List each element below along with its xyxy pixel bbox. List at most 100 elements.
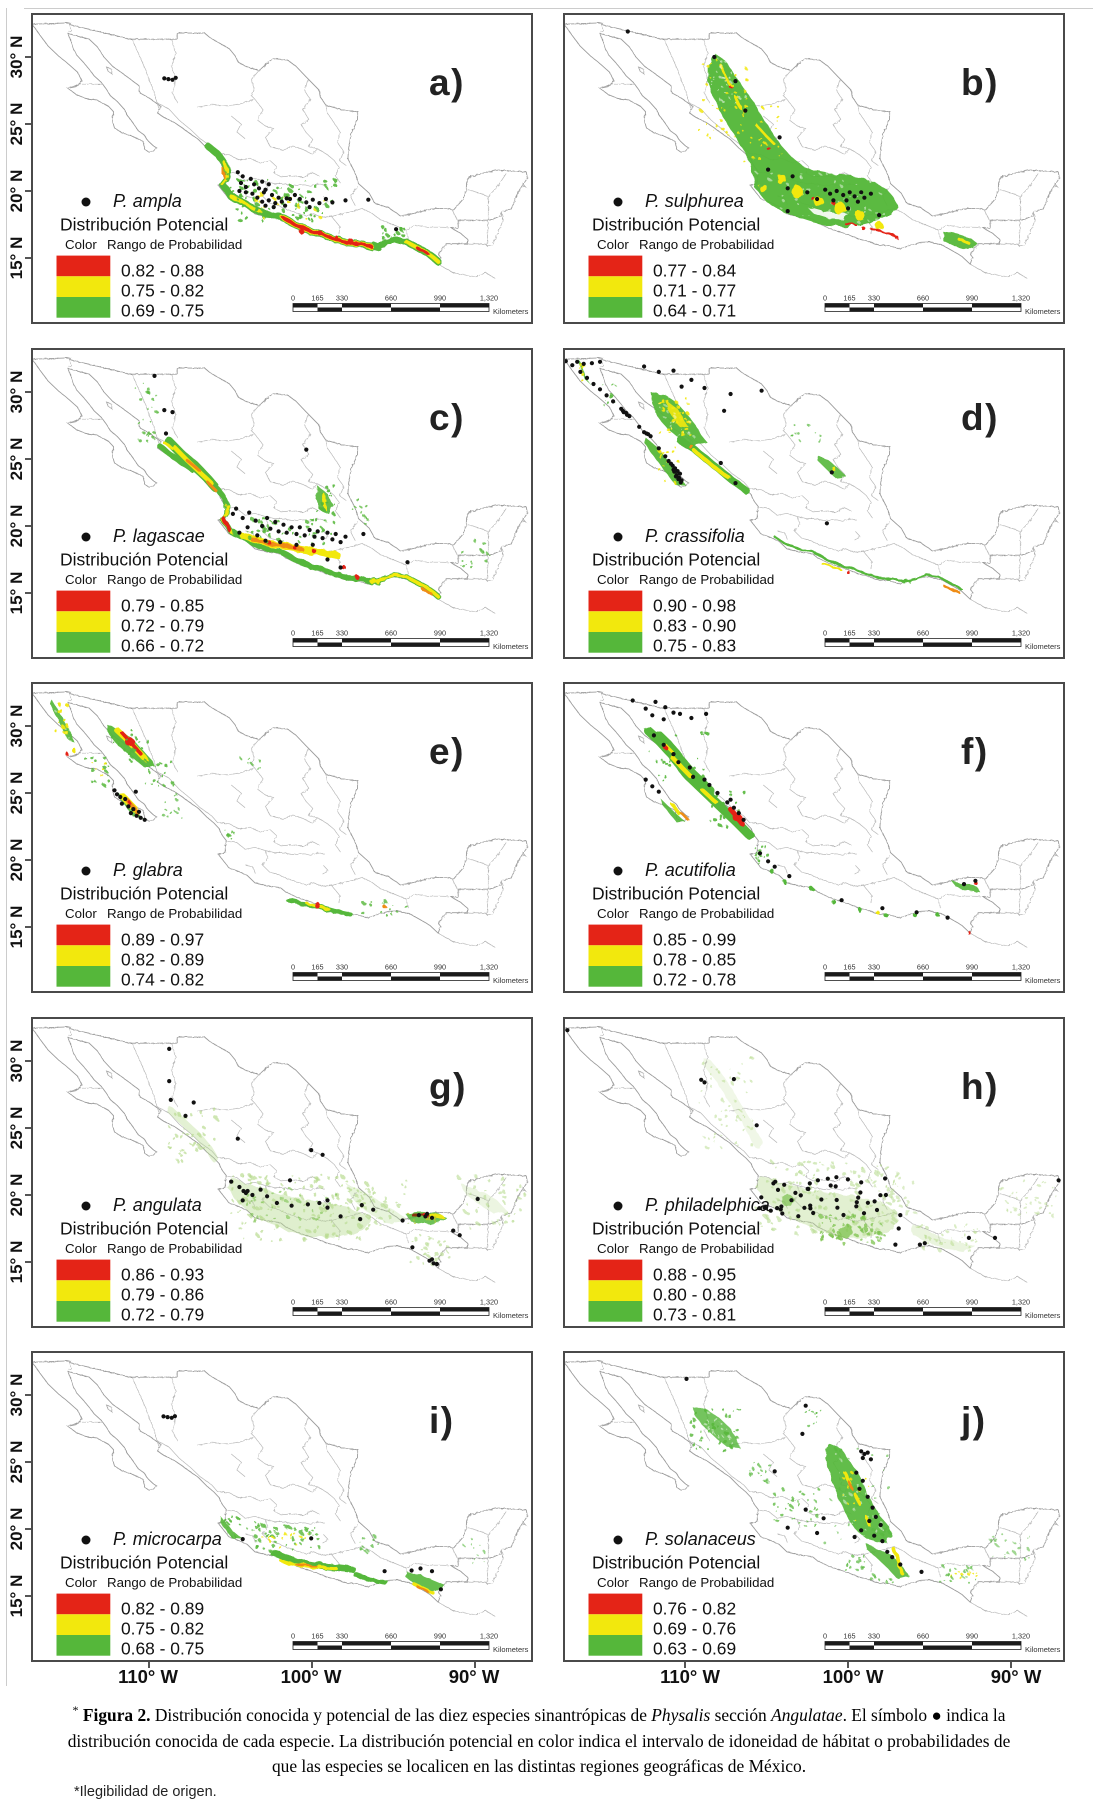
svg-text:0.69 - 0.76: 0.69 - 0.76	[653, 1619, 736, 1639]
svg-text:660: 660	[385, 1632, 397, 1641]
svg-text:0.73 - 0.81: 0.73 - 0.81	[653, 1305, 736, 1325]
svg-text:165: 165	[311, 629, 323, 638]
svg-text:330: 330	[868, 294, 880, 303]
svg-text:0.77 - 0.84: 0.77 - 0.84	[653, 261, 736, 281]
svg-text:c): c)	[429, 397, 465, 438]
svg-text:P. sulphurea: P. sulphurea	[645, 191, 744, 211]
svg-text:Kilometers: Kilometers	[1025, 642, 1061, 651]
svg-text:Distribución Potencial: Distribución Potencial	[60, 884, 228, 904]
svg-text:990: 990	[966, 629, 978, 638]
svg-text:660: 660	[385, 294, 397, 303]
svg-text:0: 0	[291, 1298, 295, 1307]
svg-text:1,320: 1,320	[1012, 1632, 1030, 1641]
svg-text:0.88 - 0.95: 0.88 - 0.95	[653, 1265, 736, 1285]
svg-text:b): b)	[961, 62, 999, 103]
svg-text:Color: Color	[65, 572, 97, 587]
svg-text:Kilometers: Kilometers	[1025, 976, 1061, 985]
svg-text:Color: Color	[597, 906, 629, 921]
svg-text:165: 165	[311, 963, 323, 972]
svg-text:a): a)	[429, 62, 465, 103]
svg-text:d): d)	[961, 397, 999, 438]
svg-text:330: 330	[868, 1298, 880, 1307]
svg-text:0.79 - 0.85: 0.79 - 0.85	[121, 596, 204, 616]
svg-text:0.74 - 0.82: 0.74 - 0.82	[121, 970, 204, 990]
svg-text:660: 660	[385, 1298, 397, 1307]
svg-text:Kilometers: Kilometers	[1025, 1645, 1061, 1654]
svg-text:0.75 - 0.82: 0.75 - 0.82	[121, 281, 204, 301]
svg-text:j): j)	[960, 1400, 987, 1441]
svg-text:Distribución Potencial: Distribución Potencial	[592, 1553, 760, 1573]
svg-text:1,320: 1,320	[480, 1632, 498, 1641]
svg-text:P. ampla: P. ampla	[113, 191, 182, 211]
svg-text:0: 0	[291, 963, 295, 972]
svg-text:990: 990	[966, 294, 978, 303]
svg-text:Distribución Potencial: Distribución Potencial	[60, 1553, 228, 1573]
svg-text:990: 990	[966, 1298, 978, 1307]
svg-text:0: 0	[823, 1632, 827, 1641]
svg-text:660: 660	[917, 294, 929, 303]
svg-text:Kilometers: Kilometers	[493, 307, 529, 316]
svg-text:Rango de Probabilidad: Rango de Probabilidad	[639, 1241, 774, 1256]
svg-text:P. lagascae: P. lagascae	[113, 526, 205, 546]
svg-text:165: 165	[843, 294, 855, 303]
svg-text:0.71 - 0.77: 0.71 - 0.77	[653, 281, 736, 301]
svg-text:0.78 - 0.85: 0.78 - 0.85	[653, 950, 736, 970]
svg-text:330: 330	[336, 963, 348, 972]
svg-text:1,320: 1,320	[480, 294, 498, 303]
svg-text:Distribución Potencial: Distribución Potencial	[60, 1219, 228, 1239]
svg-text:1,320: 1,320	[1012, 294, 1030, 303]
svg-text:660: 660	[917, 1632, 929, 1641]
svg-text:1,320: 1,320	[1012, 963, 1030, 972]
svg-text:0: 0	[823, 1298, 827, 1307]
svg-text:660: 660	[385, 629, 397, 638]
svg-text:330: 330	[336, 1632, 348, 1641]
svg-text:0.64 - 0.71: 0.64 - 0.71	[653, 301, 736, 321]
svg-text:0.68 - 0.75: 0.68 - 0.75	[121, 1639, 204, 1659]
svg-text:0.76 - 0.82: 0.76 - 0.82	[653, 1599, 736, 1619]
svg-text:Color: Color	[597, 572, 629, 587]
svg-text:P. philadelphica: P. philadelphica	[645, 1195, 770, 1215]
svg-text:0.72 - 0.78: 0.72 - 0.78	[653, 970, 736, 990]
svg-text:1,320: 1,320	[480, 629, 498, 638]
svg-text:P. crassifolia: P. crassifolia	[645, 526, 745, 546]
svg-text:P. acutifolia: P. acutifolia	[645, 860, 736, 880]
svg-text:Rango de Probabilidad: Rango de Probabilidad	[639, 1575, 774, 1590]
svg-text:165: 165	[843, 1298, 855, 1307]
svg-text:1,320: 1,320	[480, 963, 498, 972]
svg-text:990: 990	[434, 1632, 446, 1641]
svg-text:Kilometers: Kilometers	[493, 976, 529, 985]
svg-text:e): e)	[429, 731, 465, 772]
svg-text:330: 330	[868, 1632, 880, 1641]
svg-text:Rango de Probabilidad: Rango de Probabilidad	[639, 237, 774, 252]
svg-text:P. solanaceus: P. solanaceus	[645, 1529, 756, 1549]
svg-text:Rango de Probabilidad: Rango de Probabilidad	[639, 906, 774, 921]
svg-text:330: 330	[868, 963, 880, 972]
svg-text:Kilometers: Kilometers	[1025, 1311, 1061, 1320]
svg-text:0.83 - 0.90: 0.83 - 0.90	[653, 616, 736, 636]
svg-text:Color: Color	[597, 237, 629, 252]
svg-text:0: 0	[291, 294, 295, 303]
svg-text:0.85 - 0.99: 0.85 - 0.99	[653, 930, 736, 950]
svg-text:P. microcarpa: P. microcarpa	[113, 1529, 222, 1549]
svg-text:Distribución Potencial: Distribución Potencial	[592, 884, 760, 904]
svg-text:0.90 - 0.98: 0.90 - 0.98	[653, 596, 736, 616]
svg-text:Kilometers: Kilometers	[493, 642, 529, 651]
svg-text:Distribución Potencial: Distribución Potencial	[60, 550, 228, 570]
svg-text:1,320: 1,320	[1012, 629, 1030, 638]
svg-text:0.63 - 0.69: 0.63 - 0.69	[653, 1639, 736, 1659]
svg-text:990: 990	[966, 963, 978, 972]
svg-text:Distribución Potencial: Distribución Potencial	[592, 550, 760, 570]
svg-text:0.75 - 0.82: 0.75 - 0.82	[121, 1619, 204, 1639]
svg-text:0.69 - 0.75: 0.69 - 0.75	[121, 301, 204, 321]
svg-text:0.82 - 0.89: 0.82 - 0.89	[121, 1599, 204, 1619]
svg-text:0.75 - 0.83: 0.75 - 0.83	[653, 636, 736, 656]
svg-text:Color: Color	[65, 1575, 97, 1590]
svg-text:165: 165	[311, 1632, 323, 1641]
svg-text:990: 990	[434, 629, 446, 638]
svg-text:0.72 - 0.79: 0.72 - 0.79	[121, 616, 204, 636]
svg-text:0.82 - 0.89: 0.82 - 0.89	[121, 950, 204, 970]
svg-text:P. angulata: P. angulata	[113, 1195, 202, 1215]
svg-text:990: 990	[434, 963, 446, 972]
svg-text:330: 330	[336, 1298, 348, 1307]
svg-text:Distribución Potencial: Distribución Potencial	[592, 215, 760, 235]
